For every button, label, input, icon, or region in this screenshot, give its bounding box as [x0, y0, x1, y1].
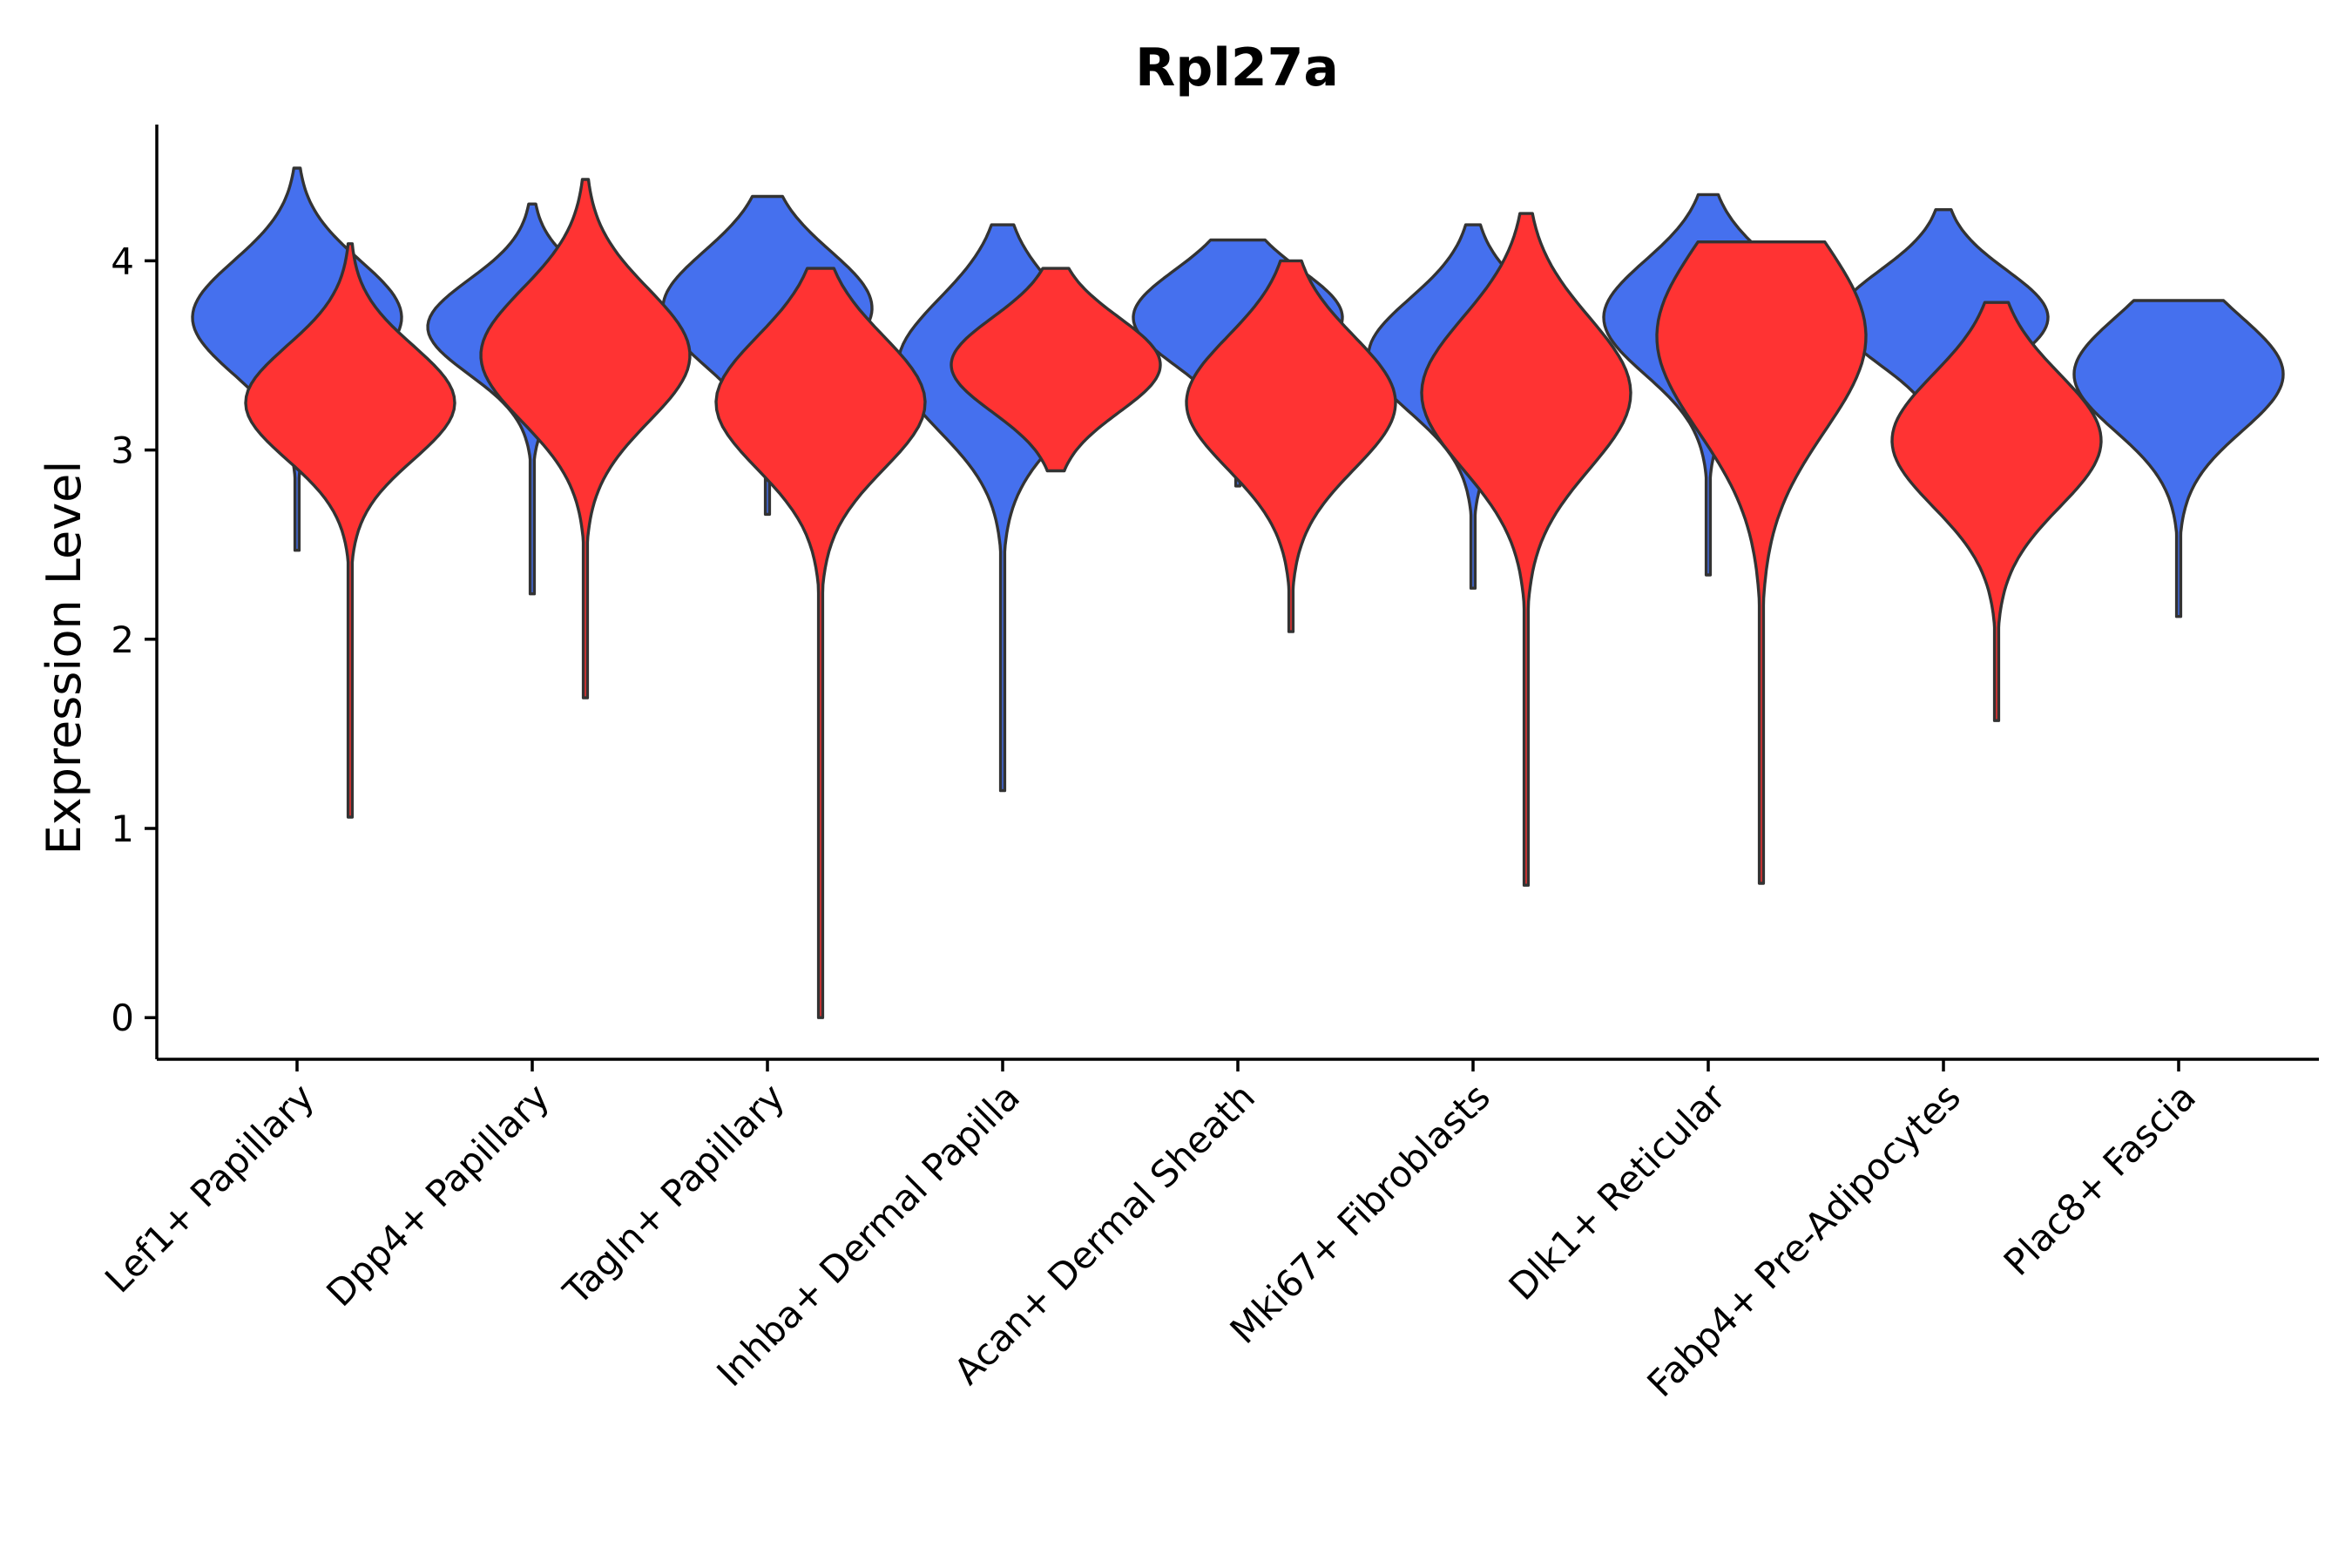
x-tick-label: Lef1+ Papillary: [97, 1075, 322, 1301]
violin-group_b-2: [714, 267, 927, 1019]
x-tick-label: Dlk1+ Reticular: [1501, 1075, 1734, 1308]
y-axis-label: Expression Level: [37, 461, 91, 855]
chart-title: Rpl27a: [1135, 37, 1339, 98]
x-tick-label: Mki67+ Fibroblasts: [1222, 1075, 1498, 1351]
violin-group_a-8: [2072, 299, 2285, 618]
violin-group_b-0: [244, 242, 456, 819]
violin-group_b-4: [1185, 259, 1397, 633]
y-tick-label: 3: [111, 429, 134, 472]
violin-group_b-5: [1420, 212, 1632, 887]
x-tick-label: Dpp4+ Papillary: [318, 1075, 558, 1315]
violin-group_b-1: [479, 178, 692, 700]
violin-layer: [191, 166, 2285, 1019]
x-tick-label: Tagln+ Papillary: [555, 1075, 793, 1313]
violin-group_b-3: [950, 267, 1162, 473]
violin-group_b-7: [1890, 301, 2103, 722]
y-tick-label: 2: [111, 618, 134, 661]
x-tick-label: Plac8+ Fascia: [1996, 1075, 2204, 1283]
y-tick-label: 1: [111, 808, 134, 850]
y-tick-label: 0: [111, 997, 134, 1039]
violin-group_b-6: [1655, 240, 1868, 885]
y-tick-label: 4: [111, 240, 134, 282]
y-axis-ticks: 0 1 2 3 4: [111, 240, 157, 1039]
